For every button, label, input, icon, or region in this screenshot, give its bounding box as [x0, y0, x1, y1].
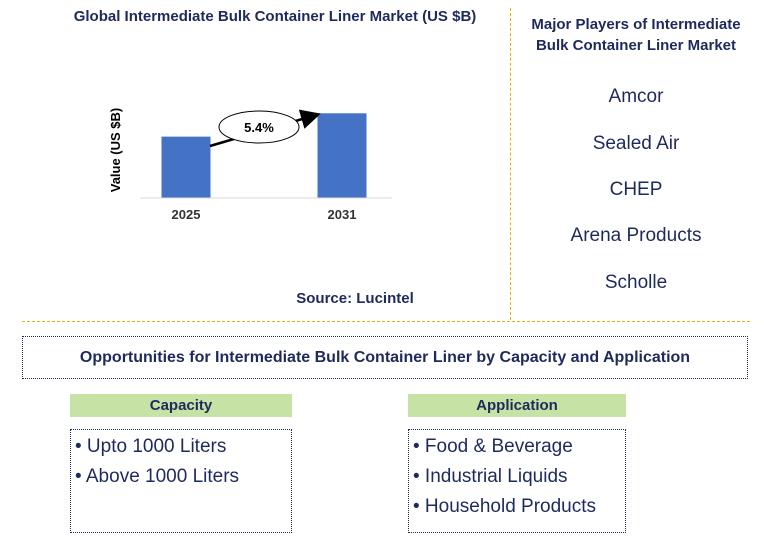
player-scholle: Scholle	[604, 272, 668, 293]
cagr-bubble	[218, 110, 300, 144]
capacity-list: • Upto 1000 Liters • Above 1000 Liters	[70, 429, 292, 533]
player-amcor: Amcor	[608, 86, 664, 107]
player-sealed-air: Sealed Air	[592, 133, 680, 154]
capacity-item: • Above 1000 Liters	[75, 466, 240, 487]
player-chep: CHEP	[609, 179, 663, 200]
bar-2025	[161, 136, 211, 198]
application-item: • Industrial Liquids	[413, 466, 568, 487]
application-item: • Food & Beverage	[413, 436, 573, 457]
y-axis-label: Value (US $B)	[108, 108, 123, 193]
application-list: • Food & Beverage • Industrial Liquids •…	[408, 429, 626, 533]
chart-title: Global Intermediate Bulk Container Liner…	[73, 8, 477, 25]
capacity-header: Capacity	[70, 394, 292, 417]
application-item: • Household Products	[413, 496, 597, 517]
player-arena-products: Arena Products	[570, 225, 702, 246]
source-label: Source: Lucintel	[296, 290, 414, 307]
capacity-item: • Upto 1000 Liters	[75, 436, 227, 457]
opportunities-title: Opportunities for Intermediate Bulk Cont…	[22, 336, 748, 379]
x-tick-label: 2031	[328, 207, 357, 222]
application-header: Application	[408, 394, 626, 417]
bar-chart: Value (US $B) 2025 2031 5.4%	[108, 108, 392, 222]
vertical-divider	[510, 8, 511, 320]
players-title: Major Players of Intermediate Bulk Conta…	[531, 16, 741, 54]
horizontal-divider	[22, 321, 750, 322]
bar-2031	[317, 113, 367, 198]
x-tick-label: 2025	[172, 207, 201, 222]
cagr-label: 5.4%	[244, 120, 274, 135]
